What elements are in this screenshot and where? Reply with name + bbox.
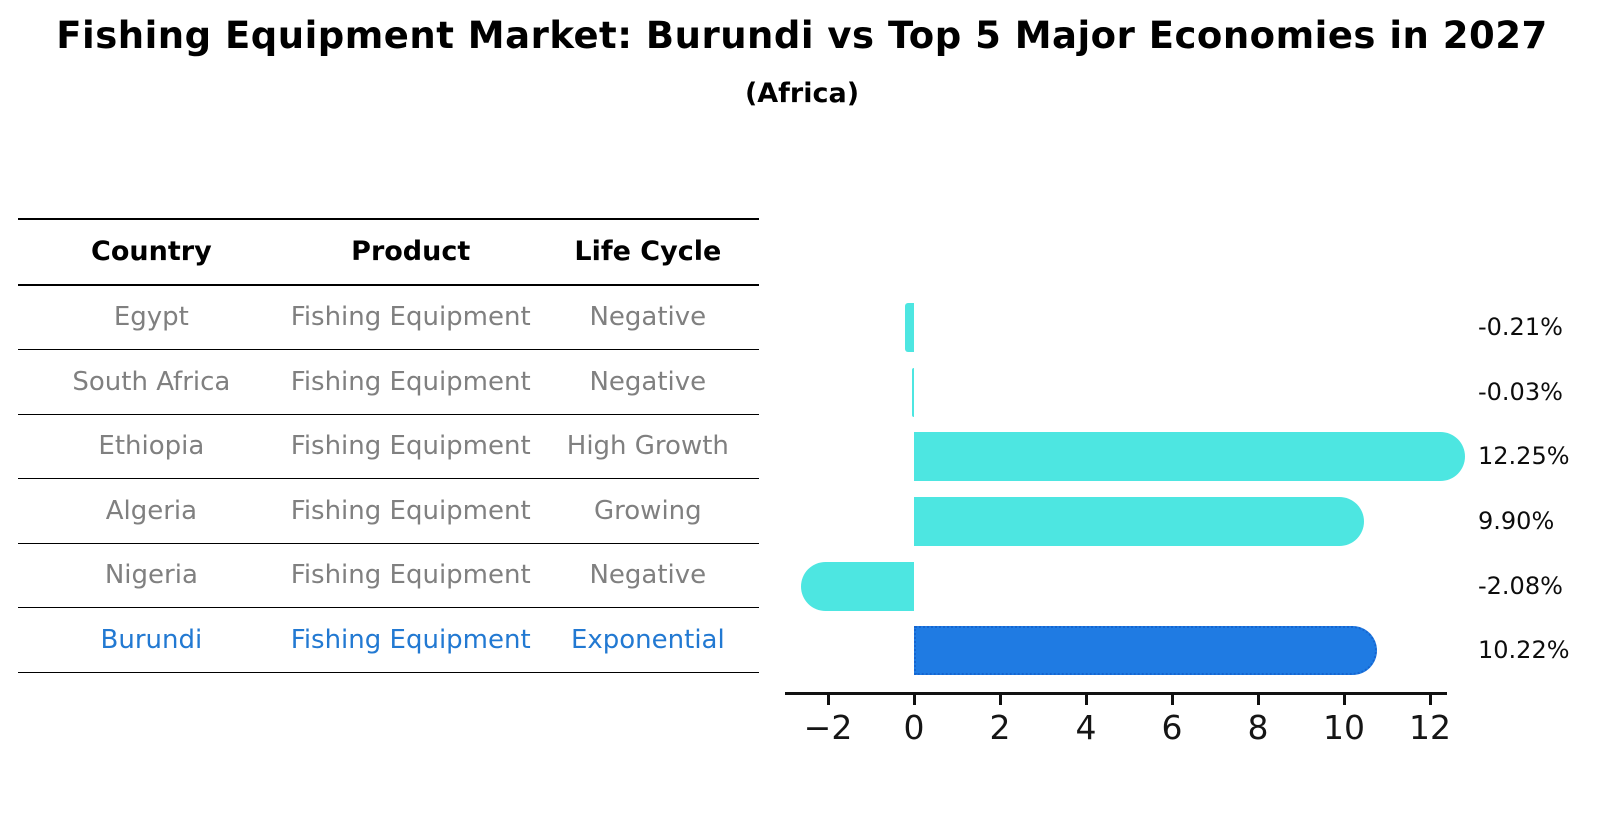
column-header-product: Product <box>351 236 471 268</box>
bar-burundi <box>914 625 1378 675</box>
table-row-burundi: Burundi Fishing Equipment Exponential <box>18 608 759 673</box>
x-tick-label: 6 <box>1161 708 1183 747</box>
chart-title: Fishing Equipment Market: Burundi vs Top… <box>56 14 1548 57</box>
table-row: Egypt Fishing Equipment Negative <box>18 286 759 350</box>
table-row: Ethiopia Fishing Equipment High Growth <box>18 415 759 479</box>
cell-product: Fishing Equipment <box>290 431 531 462</box>
x-tick-label: 8 <box>1247 708 1269 747</box>
bar-value-label: -0.03% <box>1478 378 1563 406</box>
table-header-row: Country Product Life Cycle <box>18 220 759 286</box>
chart-subtitle: (Africa) <box>744 78 860 109</box>
cell-product: Fishing Equipment <box>290 495 531 526</box>
cell-country: Ethiopia <box>98 431 205 462</box>
cell-product: Fishing Equipment <box>290 624 531 655</box>
table-row: South Africa Fishing Equipment Negative <box>18 350 759 415</box>
tick-mark <box>827 694 830 705</box>
bar-ethiopia <box>914 431 1465 481</box>
cell-life-cycle: Exponential <box>570 624 725 655</box>
column-header-country: Country <box>91 236 212 268</box>
bar-algeria <box>914 496 1364 546</box>
bar-egypt <box>904 302 914 352</box>
bar-chart: −2 0 2 4 6 8 10 12 <box>785 270 1465 747</box>
cell-country: Nigeria <box>104 560 198 591</box>
bar-south-africa <box>912 367 914 417</box>
tick-mark <box>1171 694 1174 705</box>
country-table: Country Product Life Cycle Egypt Fishing… <box>18 218 759 673</box>
tick-mark <box>1343 694 1346 705</box>
cell-life-cycle: Growing <box>594 495 702 526</box>
cell-product: Fishing Equipment <box>290 366 531 397</box>
x-tick-label: 0 <box>903 708 925 747</box>
cell-life-cycle: Negative <box>589 366 707 397</box>
tick-mark <box>1257 694 1260 705</box>
bar-value-label: 9.90% <box>1478 507 1555 535</box>
x-tick-label: 4 <box>1075 708 1097 747</box>
cell-country: Egypt <box>113 302 189 333</box>
cell-product: Fishing Equipment <box>290 560 531 591</box>
cell-life-cycle: High Growth <box>566 431 729 462</box>
tick-mark <box>1429 694 1432 705</box>
bar-value-label: -2.08% <box>1478 572 1563 600</box>
table-row: Nigeria Fishing Equipment Negative <box>18 544 759 608</box>
cell-life-cycle: Negative <box>589 560 707 591</box>
x-tick-label: 12 <box>1409 708 1451 747</box>
table-row: Algeria Fishing Equipment Growing <box>18 479 759 544</box>
cell-life-cycle: Negative <box>589 302 707 333</box>
bar-value-label: -0.21% <box>1478 313 1563 341</box>
bar-value-label: 10.22% <box>1478 636 1570 664</box>
bar-nigeria <box>800 561 914 611</box>
x-tick-label: 2 <box>989 708 1011 747</box>
x-tick-label: −2 <box>803 708 853 747</box>
x-tick-label: 10 <box>1323 708 1365 747</box>
column-header-life-cycle: Life Cycle <box>574 236 722 268</box>
tick-mark <box>999 694 1002 705</box>
cell-country: Burundi <box>100 624 203 655</box>
cell-product: Fishing Equipment <box>290 302 531 333</box>
cell-country: South Africa <box>72 366 231 397</box>
tick-mark <box>913 694 916 705</box>
bar-value-label: 12.25% <box>1478 442 1570 470</box>
cell-country: Algeria <box>105 495 198 526</box>
tick-mark <box>1085 694 1088 705</box>
